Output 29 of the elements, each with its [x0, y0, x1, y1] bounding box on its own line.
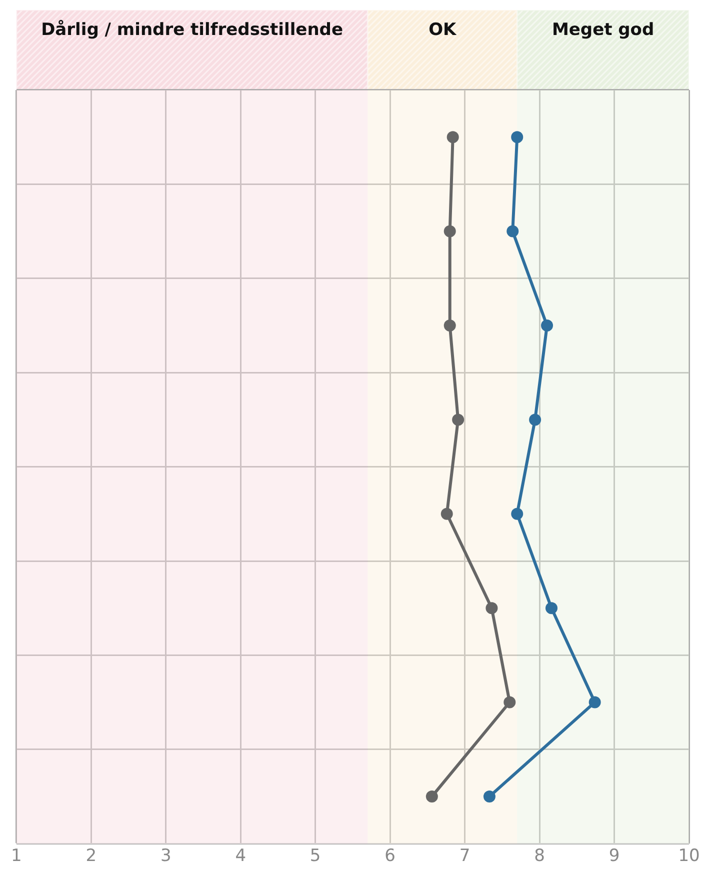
point: [452, 414, 464, 426]
x-tick-label: 7: [459, 846, 470, 866]
x-tick-label: 2: [86, 846, 97, 866]
x-tick-label: 8: [534, 846, 545, 866]
point: [444, 225, 456, 238]
point: [444, 320, 456, 332]
point: [504, 696, 516, 708]
point: [511, 131, 524, 144]
band-label: Meget god: [552, 20, 654, 40]
point: [588, 696, 601, 708]
x-tick-label: 10: [678, 846, 700, 866]
x-tick-label: 9: [608, 846, 620, 866]
point: [541, 320, 554, 332]
point: [486, 602, 498, 614]
point: [545, 602, 558, 614]
x-tick-label: 3: [160, 846, 172, 866]
point: [440, 508, 453, 520]
x-tick-label: 6: [384, 846, 396, 866]
x-tick-label: 5: [310, 846, 321, 866]
x-tick-label: 4: [235, 846, 246, 866]
point: [529, 414, 542, 426]
point: [426, 790, 438, 802]
band-label: Dårlig / mindre tilfredsstillende: [41, 18, 343, 40]
band-label: OK: [428, 20, 458, 40]
x-tick-label: 1: [10, 846, 22, 866]
point: [483, 790, 496, 802]
point: [511, 508, 524, 520]
point: [446, 131, 459, 144]
point: [506, 225, 519, 238]
